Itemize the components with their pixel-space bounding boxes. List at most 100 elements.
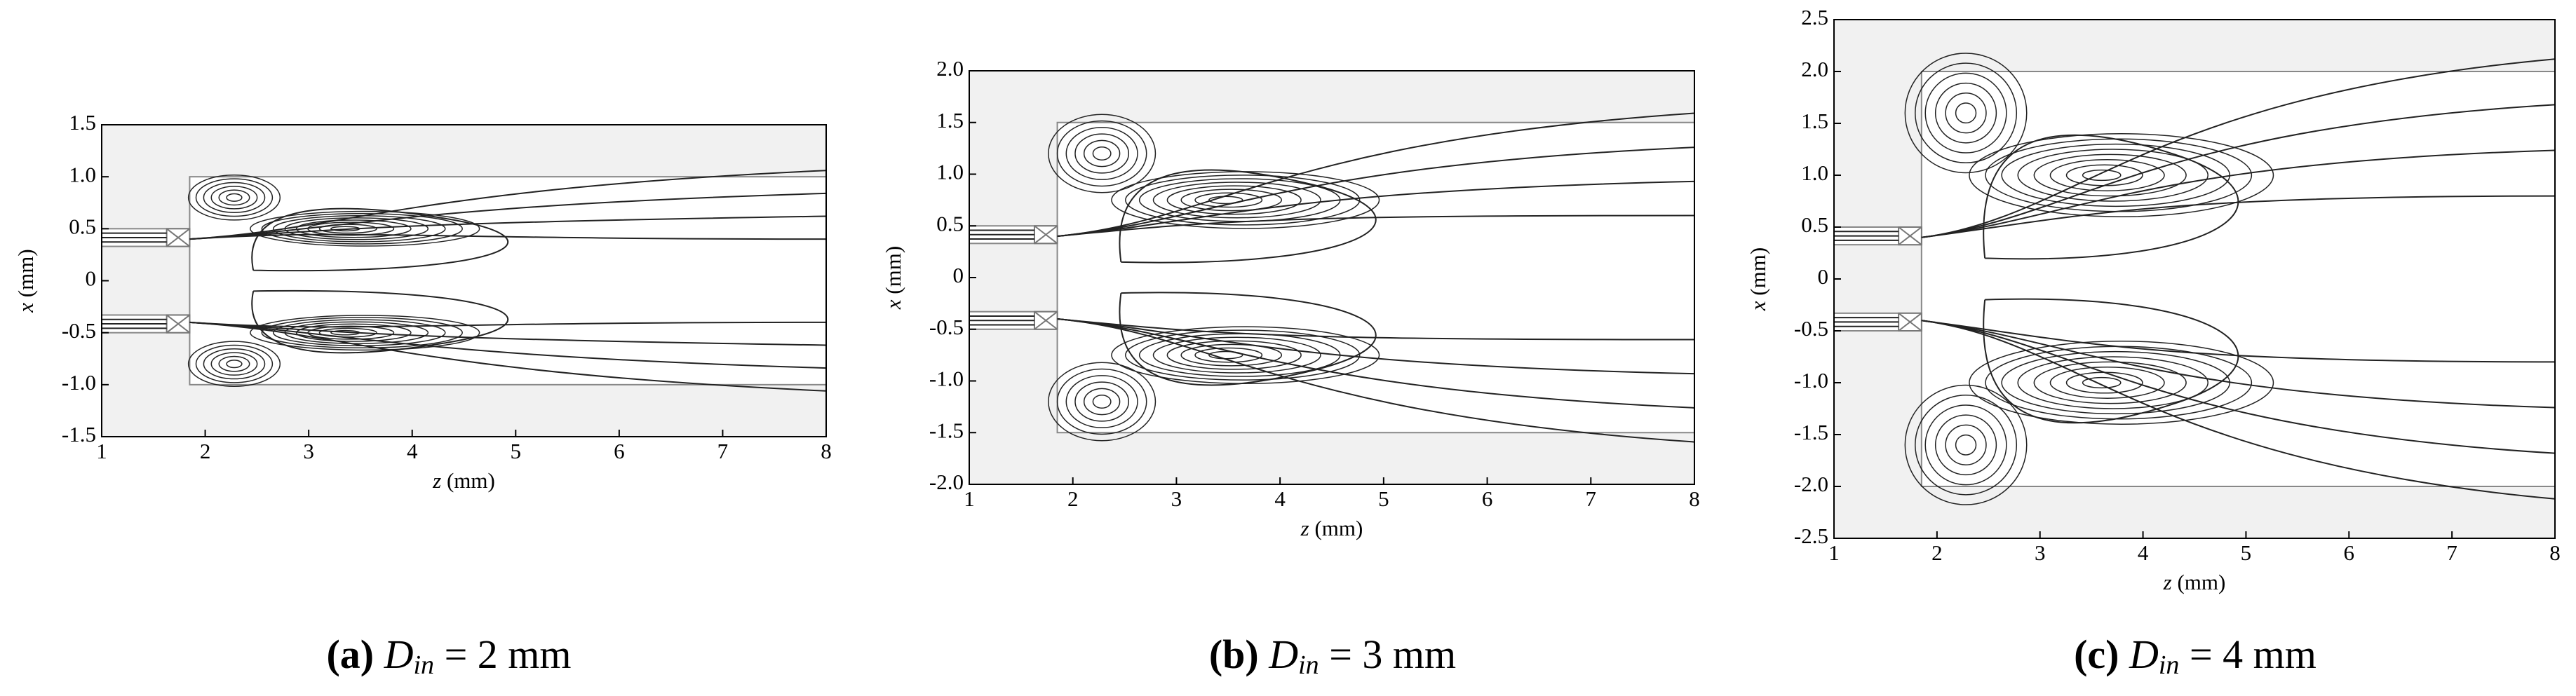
x-tick-label: 5 [1378, 486, 1389, 511]
vortex [1969, 341, 2274, 425]
x-tick-label: 8 [821, 439, 832, 463]
caption-text: = 3 mm [1319, 632, 1456, 677]
x-tick-label: 6 [614, 439, 625, 463]
caption: (c) Din = 4 mm [2074, 632, 2317, 679]
x-tick-label: 8 [2549, 540, 2561, 565]
corner-vortex [1945, 93, 1987, 134]
y-tick-label: -0.5 [1794, 316, 1828, 341]
corner-vortex [1924, 404, 2007, 486]
caption-label: (b) [1209, 632, 1259, 677]
caption-subscript: in [2159, 650, 2180, 680]
y-tick-label: -1.5 [929, 418, 964, 442]
vortex [1166, 340, 1302, 370]
y-tick-label: 0 [86, 266, 97, 291]
corner-vortex [1904, 384, 2028, 505]
vortex [250, 210, 480, 247]
corner-vortex [195, 178, 274, 217]
caption-label: (c) [2074, 632, 2119, 677]
y-tick-label: 0.5 [936, 211, 964, 236]
streamline [1921, 58, 2556, 238]
y-tick-label: -1.0 [929, 367, 964, 391]
streamline [1057, 146, 1695, 237]
y-tick-label: 2.0 [936, 56, 964, 81]
y-axis-unit: (mm) [1746, 247, 1770, 296]
vortex [318, 327, 377, 338]
caption-subscript: in [1298, 650, 1319, 680]
vortex [1194, 347, 1263, 363]
vortex [307, 325, 395, 340]
vortex [1208, 350, 1243, 360]
streamline [1921, 149, 2556, 238]
corner-vortex [1915, 62, 2018, 163]
streamline [1921, 195, 2556, 238]
y-tick-label: -1.5 [62, 422, 96, 446]
streamline [1921, 104, 2556, 238]
x-tick-label: 8 [1689, 486, 1700, 511]
vortex [2049, 159, 2165, 191]
x-tick-label: 5 [2241, 540, 2252, 565]
vortex [1208, 196, 1243, 205]
x-axis-label: z (mm) [2163, 570, 2226, 594]
vortex [1180, 343, 1283, 367]
corner-vortex [1074, 381, 1130, 422]
x-tick-label: 7 [2446, 540, 2457, 565]
x-axis-label: z (mm) [1300, 516, 1363, 540]
corner-vortex [1056, 120, 1147, 187]
vortex [330, 226, 360, 232]
vortex [1125, 175, 1361, 226]
x-tick-label: 4 [407, 439, 418, 463]
vortex [261, 212, 463, 245]
inlet-mesh-cross [166, 228, 191, 247]
y-axis-unit: (mm) [881, 246, 905, 294]
x-axis-label: z (mm) [432, 468, 495, 493]
vortex [2017, 149, 2209, 202]
vortex [1152, 336, 1321, 374]
corner-vortex [226, 193, 243, 202]
y-tick-label: 2.5 [1801, 5, 1828, 29]
caption-symbol: D [2129, 632, 2159, 677]
corner-vortex [1083, 139, 1121, 168]
y-axis-label: x (mm) [881, 246, 905, 310]
streamline [1057, 180, 1695, 237]
corner-vortex [203, 348, 266, 380]
vortex [1194, 192, 1263, 208]
streamline [1057, 318, 1695, 375]
x-axis-symbol: z [2163, 570, 2172, 594]
corner-vortex [1955, 102, 1977, 124]
streamline [1983, 298, 2239, 424]
corner-vortex [1945, 424, 1987, 465]
x-axis-symbol: z [432, 468, 441, 493]
y-tick-label: 0 [1818, 264, 1829, 289]
corner-vortex [226, 360, 243, 369]
caption-text: = 4 mm [2179, 632, 2316, 677]
caption-subscript: in [414, 650, 435, 680]
y-tick-label: 1.5 [69, 110, 96, 135]
x-tick-label: 3 [1171, 486, 1182, 511]
y-tick-label: 1.0 [1801, 161, 1828, 185]
caption: (b) Din = 3 mm [1209, 632, 1456, 679]
corner-vortex [1065, 127, 1138, 180]
vortex [2017, 356, 2209, 409]
y-tick-label: 0.5 [69, 214, 96, 238]
vortex [1152, 182, 1321, 219]
y-tick-label: 0 [953, 263, 964, 287]
streamline [1921, 320, 2556, 363]
chamber [189, 176, 827, 385]
corner-vortex [218, 189, 250, 206]
vortex [261, 317, 463, 349]
x-tick-label: 2 [1067, 486, 1079, 511]
y-tick-label: -2.0 [929, 470, 964, 494]
chamber [1920, 71, 2556, 487]
y-axis-symbol: x [1746, 301, 1770, 311]
streamline [1119, 169, 1377, 264]
streamline [251, 207, 509, 272]
y-tick-label: -0.5 [929, 315, 964, 339]
y-tick-label: -2.5 [1794, 524, 1828, 548]
vortex [284, 217, 429, 240]
x-tick-label: 7 [717, 439, 729, 463]
vortex [2065, 371, 2143, 394]
vortex [1180, 189, 1283, 212]
corner-vortex [1092, 394, 1112, 409]
x-tick-label: 3 [2035, 540, 2046, 565]
corner-vortex [187, 175, 281, 221]
